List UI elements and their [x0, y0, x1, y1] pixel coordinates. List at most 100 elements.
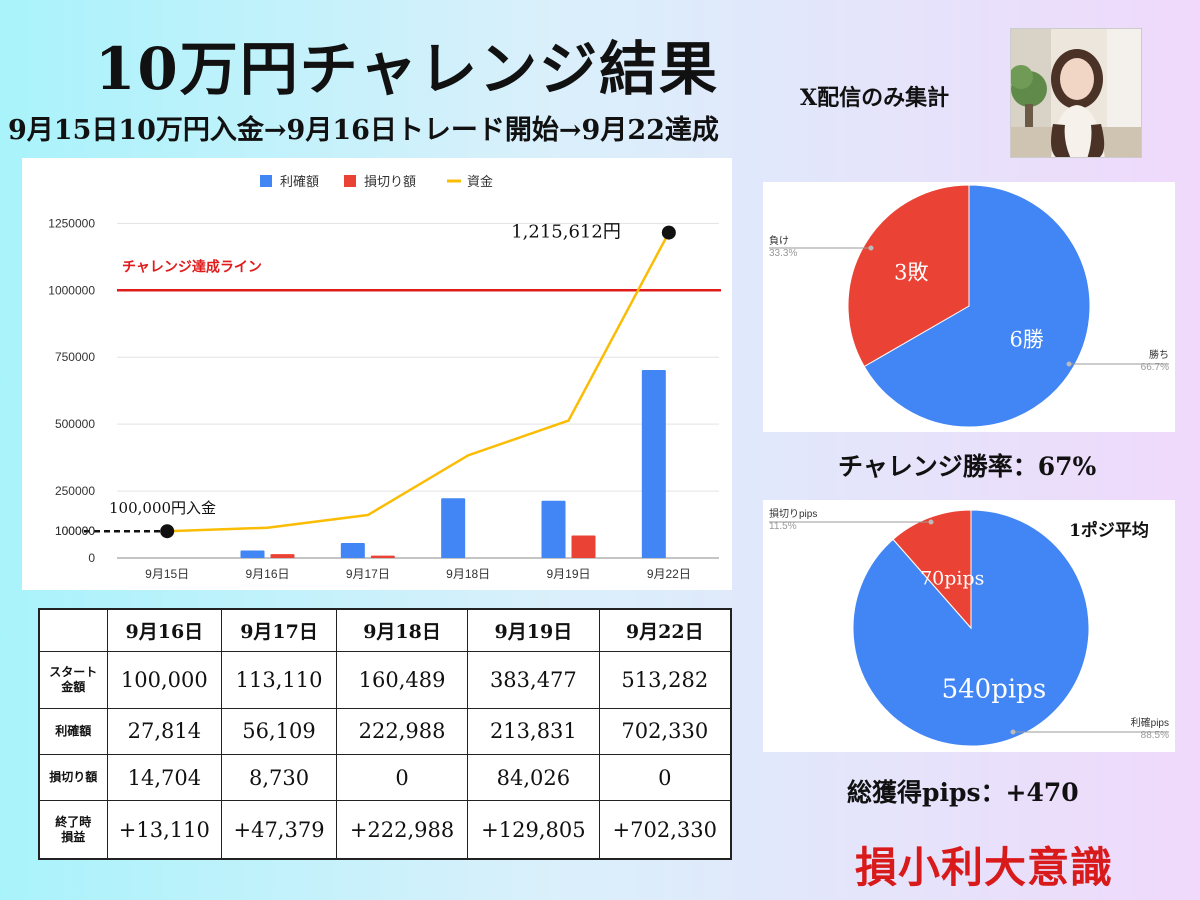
reference-line: チャレンジ達成ライン	[117, 258, 721, 292]
combo-chart: 利確額 損切り額 資金 125000010000007500005000002500…	[48, 174, 721, 581]
pie-slice	[863, 184, 1091, 428]
table-cell: +222,988	[335, 800, 469, 860]
y-tick-label: 250000	[55, 484, 95, 498]
table-column-header: 9月19日	[467, 608, 600, 652]
table-row: スタート 金額 100,000 113,110 160,489 383,477 5…	[38, 650, 732, 709]
table-column-header: 9月18日	[335, 608, 469, 652]
pie-inner-label: 6勝	[1009, 327, 1043, 351]
pie-inner-label: 3敗	[894, 261, 928, 285]
table-cell: 222,988	[335, 707, 469, 756]
x-tick-label: 9月15日	[145, 567, 189, 581]
pips-pie-panel: 70pips 540pips 損切りpips 11.5% 利確pips 88.5% 1ポジ平…	[763, 500, 1175, 752]
slogan: 損小利大意識	[855, 843, 1114, 892]
pie-slice-label: 勝ち	[1149, 348, 1169, 361]
pie-inner-label: 70pips	[920, 568, 984, 590]
y-tick-label: 1000000	[48, 283, 95, 297]
table-cell: 0	[335, 754, 469, 802]
y-tick-label: 500000	[55, 417, 95, 431]
pie-slice	[847, 184, 970, 368]
x-tick-label: 9月17日	[346, 567, 390, 581]
pie-inner-label: 540pips	[942, 674, 1047, 704]
bar-profit	[641, 369, 666, 558]
pips-caption: 総獲得pips：+470	[847, 778, 1079, 807]
daily-results-table: 9月16日 9月17日 9月18日 9月19日 9月22日 スタート 金額 100…	[38, 608, 732, 860]
pie-slice-label: 損切りpips	[769, 507, 817, 520]
legend-swatch	[344, 175, 356, 187]
y-tick-label: 1250000	[48, 216, 95, 230]
bar-loss	[370, 555, 395, 558]
deposit-point	[160, 524, 175, 539]
reference-line-label: チャレンジ達成ライン	[122, 258, 262, 275]
bar-loss	[571, 535, 596, 558]
deposit-annotation: 100,000円入金	[109, 499, 216, 517]
table-cell: 0	[598, 754, 732, 802]
table-cell: 27,814	[106, 707, 223, 756]
chart-legend: 利確額 損切り額 資金	[260, 174, 493, 189]
bar-profit	[240, 550, 265, 558]
table-cell: 56,109	[221, 707, 337, 756]
table-cell: 100,000	[106, 650, 223, 709]
pie-note: 1ポジ平均	[1069, 520, 1149, 541]
pie-slice-label: 負け	[769, 235, 789, 247]
pie-leader-dot	[1066, 361, 1072, 367]
legend-label: 利確額	[280, 174, 319, 189]
legend-label: 損切り額	[364, 174, 416, 189]
pie-leader-dot	[1010, 729, 1016, 735]
row-label-loss: 損切り額	[38, 754, 108, 802]
table-cell: 213,831	[467, 707, 600, 756]
page-title: 10万円チャレンジ結果	[95, 35, 720, 103]
pie-slice-percent: 11.5%	[769, 521, 797, 532]
table-header-row: 9月16日 9月17日 9月18日 9月19日 9月22日	[38, 608, 732, 652]
final-point	[661, 225, 676, 240]
y-tick-label: 750000	[55, 350, 95, 364]
pie-slice-percent: 88.5%	[1141, 730, 1169, 741]
table-cell: 14,704	[106, 754, 223, 802]
final-annotation: 1,215,612円	[511, 222, 621, 243]
table-cell: 8,730	[221, 754, 337, 802]
pie-slice	[892, 509, 972, 630]
table-cell: +129,805	[467, 800, 600, 860]
pie-slice-label: 利確pips	[1131, 716, 1169, 729]
x-tick-label: 9月19日	[546, 567, 590, 581]
fund-line	[167, 232, 670, 533]
table-cell: +702,330	[598, 800, 732, 860]
profile-photo	[1010, 28, 1142, 158]
y-tick-label: 100000	[55, 524, 95, 538]
bar-profit	[541, 500, 566, 558]
legend-swatch	[260, 175, 272, 187]
table-cell: 113,110	[221, 650, 337, 709]
table-row: 損切り額 14,704 8,730 0 84,026 0	[38, 754, 732, 802]
pie-slice-percent: 33.3%	[769, 248, 797, 259]
page-subtitle: 9月15日10万円入金→9月16日トレード開始→9月22達成	[8, 115, 719, 146]
table-column-header: 9月22日	[598, 608, 732, 652]
bar-profit	[340, 542, 365, 558]
pie-slice-percent: 66.7%	[1141, 362, 1169, 373]
table-corner-cell	[38, 608, 108, 652]
chart-annotations: 100000 100,000円入金 1,215,612円	[55, 222, 676, 539]
table-cell: 702,330	[598, 707, 732, 756]
y-tick-label: 0	[88, 551, 95, 565]
bar-profit	[441, 498, 466, 558]
table-column-header: 9月16日	[106, 608, 223, 652]
main-chart-panel: 利確額 損切り額 資金 1250000 1000000 750000 500000 2500…	[22, 158, 732, 590]
table-cell: 84,026	[467, 754, 600, 802]
pie-leader-dot	[928, 519, 934, 525]
table-column-header: 9月17日	[221, 608, 337, 652]
x-tick-label: 9月22日	[647, 567, 691, 581]
table-cell: +13,110	[106, 800, 223, 860]
x-only-note: X配信のみ集計	[800, 85, 950, 111]
y-tick-label: 100000	[55, 524, 95, 538]
table-row: 終了時 損益 +13,110 +47,379 +222,988 +129,805 …	[38, 800, 732, 860]
row-label-profit: 利確額	[38, 707, 108, 756]
table-cell: +47,379	[221, 800, 337, 860]
table-cell: 513,282	[598, 650, 732, 709]
legend-label: 資金	[467, 174, 493, 189]
table-cell: 383,477	[467, 650, 600, 709]
win-rate-pie-panel: 3敗 6勝 負け 33.3% 勝ち 66.7%	[763, 182, 1175, 432]
x-tick-label: 9月16日	[245, 567, 289, 581]
row-label-end-pnl: 終了時 損益	[38, 800, 108, 860]
pie-leader-dot	[868, 245, 874, 251]
win-rate-caption: チャレンジ勝率：67%	[838, 452, 1097, 481]
